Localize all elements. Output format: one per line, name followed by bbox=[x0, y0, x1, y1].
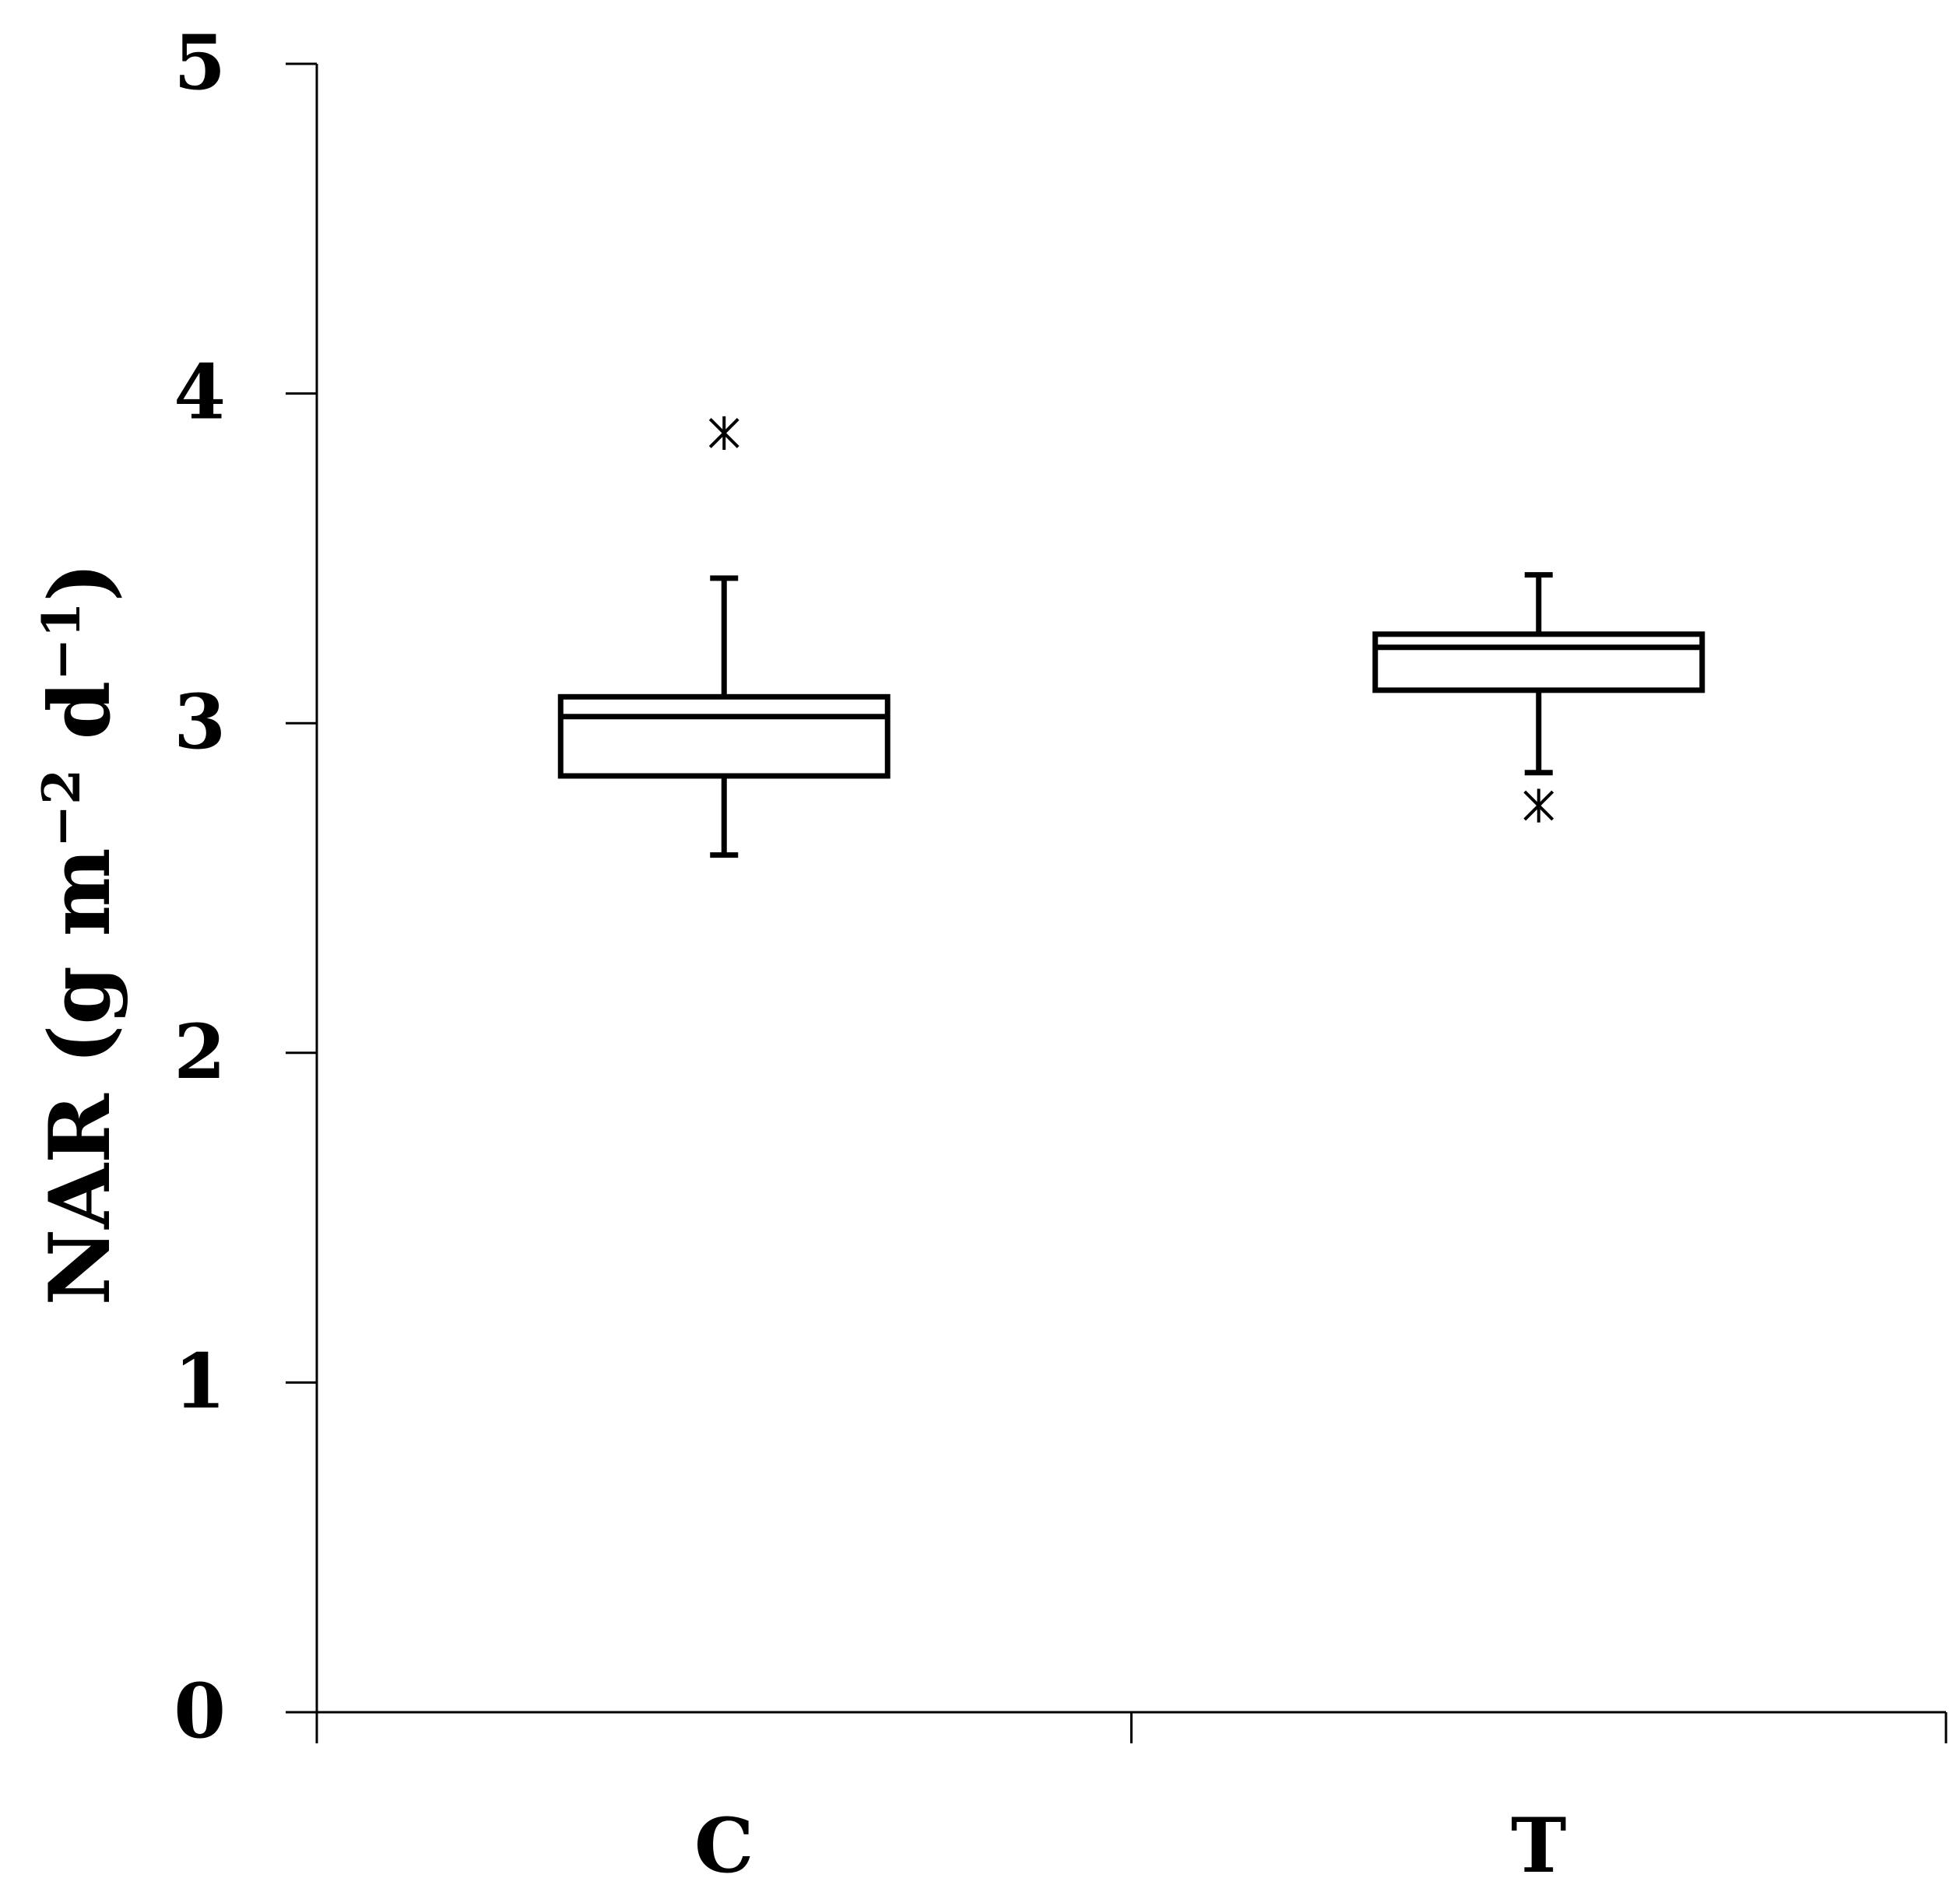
interquartile-box bbox=[557, 693, 890, 779]
y-tick-label: 0 bbox=[174, 1667, 226, 1755]
box-series bbox=[557, 416, 1705, 858]
y-axis-ticks: 0 1 2 3 4 5 bbox=[174, 19, 317, 1755]
box-T bbox=[1372, 572, 1705, 823]
y-tick-label: 2 bbox=[174, 1008, 226, 1096]
axes bbox=[286, 64, 1946, 1743]
y-axis-title-sup2: −1 bbox=[31, 602, 92, 681]
y-axis-title-main: NAR (g m bbox=[31, 848, 129, 1305]
y-axis-title-end: ) bbox=[31, 562, 129, 602]
interquartile-box bbox=[1372, 631, 1705, 693]
outlier-marker bbox=[1523, 788, 1554, 823]
y-axis-title: NAR (g m−2 d−1) bbox=[31, 562, 129, 1305]
box-C bbox=[557, 416, 890, 858]
y-tick-label: 3 bbox=[174, 678, 226, 766]
y-tick-label: 1 bbox=[174, 1337, 226, 1425]
y-axis-title-sup1: −2 bbox=[31, 769, 92, 848]
y-tick-label: 5 bbox=[174, 19, 226, 107]
y-tick-label: 4 bbox=[174, 349, 226, 437]
x-tick-label: C bbox=[694, 1802, 753, 1890]
x-tick-label: T bbox=[1511, 1802, 1566, 1890]
outlier-marker bbox=[708, 416, 739, 451]
y-axis-title-mid: d bbox=[31, 681, 129, 769]
